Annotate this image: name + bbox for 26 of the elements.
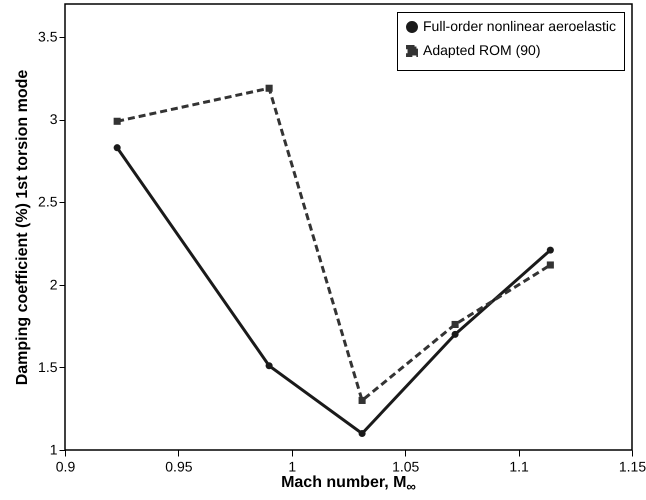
point <box>266 84 273 92</box>
point <box>546 261 554 269</box>
x-tick-label: 0.95 <box>165 458 193 474</box>
y-tick-label: 3.5 <box>38 28 58 45</box>
point <box>358 396 366 404</box>
y-axis-title: Damping coefficient (%) 1st torsion mode <box>14 70 32 386</box>
point <box>266 362 273 370</box>
point <box>358 430 366 438</box>
legend-label: Adapted ROM (90) <box>423 42 540 58</box>
y-tick-label: 2 <box>50 276 58 292</box>
x-tick-label: 1 <box>288 458 296 474</box>
x-tick-label: 1.15 <box>618 458 646 474</box>
point <box>452 330 459 338</box>
point <box>114 144 121 152</box>
point <box>114 118 121 125</box>
x-axis-title: Mach number, M$_{∞}$ <box>280 474 417 494</box>
y-tick-label: 3 <box>50 111 58 128</box>
x-tick-label: 1.1 <box>509 458 530 474</box>
point <box>546 246 554 254</box>
legend-label: Full-order nonlinear aeroelastic <box>423 18 616 34</box>
y-tick-label: 1.5 <box>38 358 58 375</box>
point <box>452 320 459 328</box>
y-tick-label: 1 <box>50 442 58 458</box>
y-tick-label: 2.5 <box>38 194 58 210</box>
x-tick-label: 0.9 <box>56 458 76 474</box>
x-tick-label: 1.05 <box>392 458 420 474</box>
